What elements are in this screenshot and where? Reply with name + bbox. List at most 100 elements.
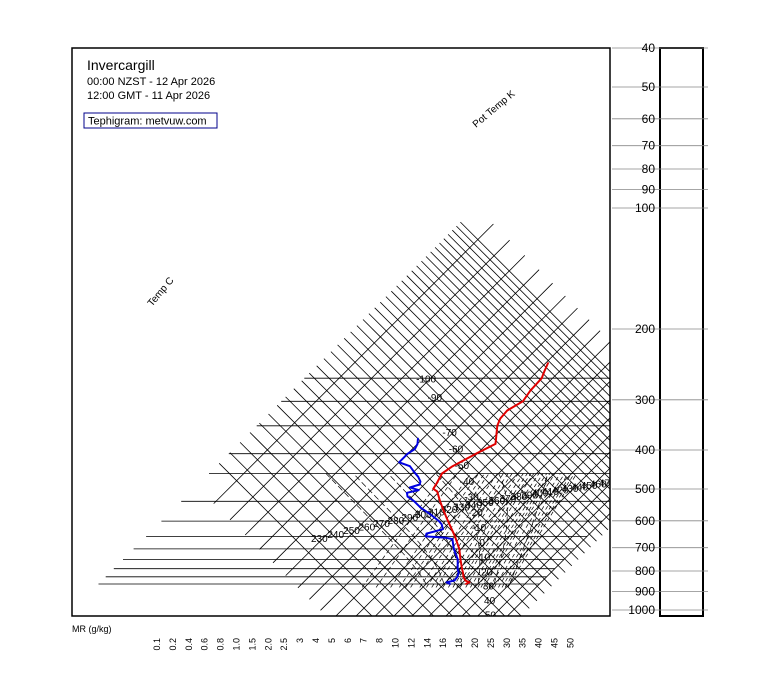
dry-adiabat-line <box>268 413 472 616</box>
mr-label: MR (g/kg) <box>72 624 112 634</box>
dry-adiabat-line <box>239 442 415 616</box>
mixing-ratio-line <box>465 473 540 588</box>
isotherm-tick-label: 30 <box>483 582 495 593</box>
temperature-point <box>436 490 439 493</box>
mr-tick-label: 3 <box>295 638 305 643</box>
mr-tick-label: 25 <box>486 638 496 648</box>
theta-tick-label: 450 <box>581 481 598 492</box>
dewpoint-point <box>419 480 422 483</box>
dry-adiabat-line <box>456 225 610 381</box>
chart-grid <box>98 221 610 616</box>
pot-temp-label: Pot Temp K <box>471 89 518 131</box>
isotherm-tick-label: -100 <box>416 375 436 386</box>
dewpoint-point <box>456 576 459 578</box>
mixing-ratio-line <box>459 473 535 588</box>
theta-tick-label: 470 <box>599 478 616 489</box>
isotherm-tick-label: 40 <box>484 596 496 607</box>
theta-tick-label: 280 <box>388 516 405 527</box>
dry-adiabat-line <box>434 247 610 423</box>
isotherm-line <box>244 255 526 536</box>
theta-tick-label: 260 <box>358 523 375 534</box>
isotherm-line <box>309 319 590 600</box>
dewpoint-point <box>406 495 409 498</box>
theta-tick-label: 370 <box>500 494 517 505</box>
mr-tick-label: 35 <box>518 638 528 648</box>
dry-adiabat-line <box>411 270 610 470</box>
mixing-ratio-line <box>399 473 479 588</box>
mixing-ratio-line <box>448 473 524 588</box>
temperature-point <box>461 567 463 570</box>
plot-frame <box>71 47 611 617</box>
dry-adiabat-line <box>229 452 394 616</box>
pressure-tick-label: 700 <box>635 541 655 555</box>
mr-tick-label: 0.1 <box>152 638 162 651</box>
temperature-point <box>443 511 445 513</box>
temperature-point <box>464 579 467 582</box>
mixing-ratio-line <box>452 473 528 588</box>
mr-tick-label: 40 <box>534 638 544 648</box>
pressure-tick-label: 800 <box>635 564 655 578</box>
dry-adiabat-line <box>316 365 545 594</box>
mr-tick-label: 0.8 <box>216 638 226 651</box>
pressure-tick-label: 200 <box>635 322 655 336</box>
saturated-adiabat-line <box>387 473 462 585</box>
temperature-point <box>496 425 499 427</box>
theta-tick-label: 480 <box>608 477 625 488</box>
dewpoint-point <box>417 476 420 478</box>
mr-tick-label: 0.6 <box>200 638 210 651</box>
station-title: Invercargill <box>87 57 155 73</box>
isotherm-tick-label: -20 <box>468 508 483 519</box>
dry-adiabat-line <box>276 405 489 616</box>
theta-tick-label: 340 <box>465 500 482 511</box>
mr-tick-label: 50 <box>565 638 575 648</box>
temperature-point <box>543 370 546 372</box>
theta-tick-label: 430 <box>562 484 579 495</box>
dewpoint-point <box>413 470 415 473</box>
dry-adiabat-line <box>401 280 610 490</box>
mixing-ratio-line <box>410 473 490 588</box>
mr-tick-label: 18 <box>454 638 464 648</box>
dewpoint-point <box>457 572 460 574</box>
theta-tick-label: 490 <box>617 476 634 487</box>
theta-tick-label: 290 <box>401 513 418 524</box>
mixing-ratio-line <box>361 473 446 588</box>
dewpoint-point <box>414 448 416 450</box>
mixing-ratio-line <box>419 473 498 588</box>
temperature-point <box>468 581 471 584</box>
temp-label: Temp C <box>146 275 177 308</box>
mr-tick-label: 2.5 <box>279 638 289 651</box>
theta-tick-label: 320 <box>441 505 458 516</box>
dewpoint-point <box>417 489 420 491</box>
dewpoint-point <box>445 537 447 539</box>
local-time: 00:00 NZST - 12 Apr 2026 <box>87 76 215 88</box>
dry-adiabat-line <box>452 229 610 389</box>
dry-adiabat-line <box>343 338 573 567</box>
temperature-point <box>494 443 497 445</box>
credit-box <box>83 112 218 129</box>
pressure-tick-label: 40 <box>642 41 656 55</box>
temperature-point <box>540 377 543 380</box>
sounding-profiles <box>398 362 550 585</box>
dewpoint-point <box>451 538 454 540</box>
isotherm-line <box>477 483 610 616</box>
theta-tick-label: 400 <box>532 489 549 500</box>
dry-adiabat-line <box>439 242 610 415</box>
temperature-point <box>454 535 456 538</box>
dry-adiabat-line <box>425 256 610 442</box>
mixing-ratio-line <box>474 473 547 588</box>
dewpoint-point <box>424 535 427 538</box>
isotherm-line <box>374 380 610 616</box>
theta-tick-label: 410 <box>542 487 559 498</box>
pressure-tick-label: 500 <box>635 482 655 496</box>
mr-tick-label: 16 <box>438 638 448 648</box>
temperature-point <box>499 417 502 420</box>
isotherm-tick-label: 50 <box>485 611 497 622</box>
pressure-tick-label: 100 <box>635 201 655 215</box>
dewpoint-profile-line <box>398 438 460 585</box>
theta-tick-label: 300 <box>415 510 432 521</box>
saturated-adiabat-line <box>352 473 445 585</box>
theta-tick-label: 270 <box>373 519 390 530</box>
isotherm-tick-label: -50 <box>455 461 470 472</box>
dry-adiabat-line <box>406 275 610 480</box>
